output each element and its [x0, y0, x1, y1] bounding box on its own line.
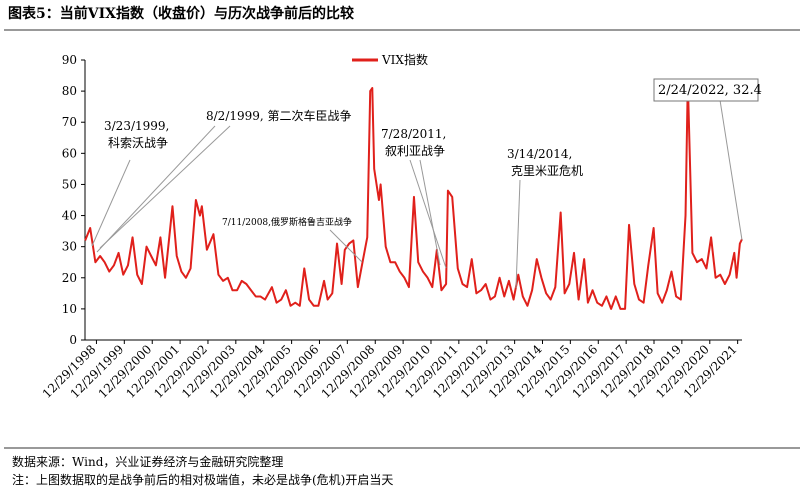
- annotation-leader: [409, 159, 447, 269]
- annotation-leader: [719, 99, 743, 241]
- chart-title: 图表5：当前VIX指数（收盘价）与历次战争前后的比较: [8, 5, 354, 22]
- source: 数据来源：Wind，兴业证券经济与金融研究院整理: [12, 454, 283, 469]
- y-tick-label: 40: [62, 209, 77, 223]
- y-tick-label: 60: [62, 146, 77, 160]
- annotation-text: 3/23/1999,: [104, 119, 169, 133]
- annotation-text: 3/14/2014,: [507, 147, 572, 161]
- y-tick-label: 90: [62, 53, 77, 67]
- y-tick-label: 70: [62, 115, 77, 129]
- annotation-text: 7/28/2011,: [381, 127, 446, 141]
- note: 注：上图数据取的是战争前后的相对极端值，未必是战争(危机)开启当天: [12, 472, 393, 487]
- legend-label: VIX指数: [381, 52, 428, 67]
- annotation-leader: [96, 125, 216, 253]
- vix-line: [84, 80, 743, 310]
- annotation-text: 科索沃战争: [108, 136, 168, 150]
- y-tick-label: 10: [62, 302, 77, 316]
- annotation-leader: [419, 159, 441, 266]
- annotation-leader: [91, 159, 131, 247]
- annotation-text: 7/11/2008,俄罗斯格鲁吉亚战争: [222, 216, 352, 228]
- annotation-leader: [329, 229, 363, 263]
- y-tick-label: 30: [62, 240, 77, 254]
- annotation-leader: [515, 179, 521, 289]
- annotation-text: 8/2/1999, 第二次车臣战争: [206, 108, 352, 123]
- y-tick-label: 50: [62, 177, 77, 191]
- y-tick-label: 0: [69, 333, 77, 347]
- annotation-leader: [99, 125, 231, 249]
- annotation-text: 克里米亚危机: [511, 164, 583, 178]
- y-tick-label: 20: [62, 271, 77, 285]
- annotation-text: 2/24/2022, 32.4: [658, 83, 762, 98]
- annotation-text: 叙利亚战争: [385, 144, 445, 158]
- y-tick-label: 80: [62, 84, 77, 98]
- annotation-box: [653, 78, 759, 102]
